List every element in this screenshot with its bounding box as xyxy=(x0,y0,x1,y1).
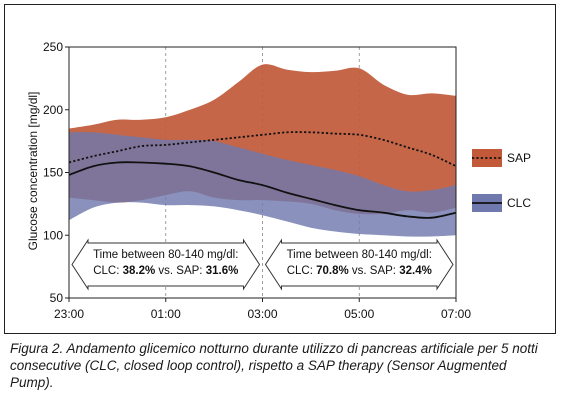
annotation-arrows: Time between 80-140 mg/dl: CLC: 38.2% vs.… xyxy=(71,238,454,291)
y-axis-label: Glucose concentration [mg/dl] xyxy=(26,92,40,251)
legend-label-sap: SAP xyxy=(507,151,531,165)
y-tick-label: 50 xyxy=(50,291,64,305)
annotation-value: 31.6% xyxy=(206,265,239,277)
x-tick-label: 01:00 xyxy=(151,307,181,321)
annotation-label: CLC: xyxy=(287,265,316,277)
legend: SAP CLC xyxy=(472,149,531,212)
figure-caption: Figura 2. Andamento glicemico notturno d… xyxy=(10,341,538,390)
annotation-line2: CLC: 70.8% vs. SAP: 32.4% xyxy=(287,265,432,277)
annotation-line2: CLC: 38.2% vs. SAP: 31.6% xyxy=(93,265,238,277)
y-tick-label: 250 xyxy=(43,40,63,54)
annotation-arrow-2 xyxy=(264,238,454,291)
annotation-line1: Time between 80-140 mg/dl: xyxy=(287,249,432,261)
y-tick-label: 200 xyxy=(43,103,63,117)
median-line-sap xyxy=(68,131,457,168)
annotation-arrow-1 xyxy=(71,238,261,291)
annotation-value: 32.4% xyxy=(399,265,432,277)
annotation-line1: Time between 80-140 mg/dl: xyxy=(93,249,238,261)
x-tick-label: 03:00 xyxy=(247,307,277,321)
annotation-label: vs. SAP: xyxy=(155,265,206,277)
series-median-lines xyxy=(68,131,457,219)
median-line-clc xyxy=(68,161,457,219)
legend-label-clc: CLC xyxy=(507,196,531,210)
y-tick-label: 100 xyxy=(43,228,63,242)
x-tick-label: 07:00 xyxy=(441,307,471,321)
annotation-value: 70.8% xyxy=(316,265,349,277)
x-tick-label: 23:00 xyxy=(54,307,84,321)
glucose-chart: Glucose concentration [mg/dl] Time betwe… xyxy=(26,40,531,321)
annotation-value: 38.2% xyxy=(123,265,156,277)
annotation-label: vs. SAP: xyxy=(349,265,400,277)
x-tick-label: 05:00 xyxy=(344,307,374,321)
y-tick-label: 150 xyxy=(43,166,63,180)
x-ticks: 23:00 01:00 03:00 05:00 07:00 xyxy=(54,298,471,321)
annotation-label: CLC: xyxy=(93,265,122,277)
series-bands xyxy=(69,64,456,237)
y-ticks: 50 100 150 200 250 xyxy=(43,40,69,305)
